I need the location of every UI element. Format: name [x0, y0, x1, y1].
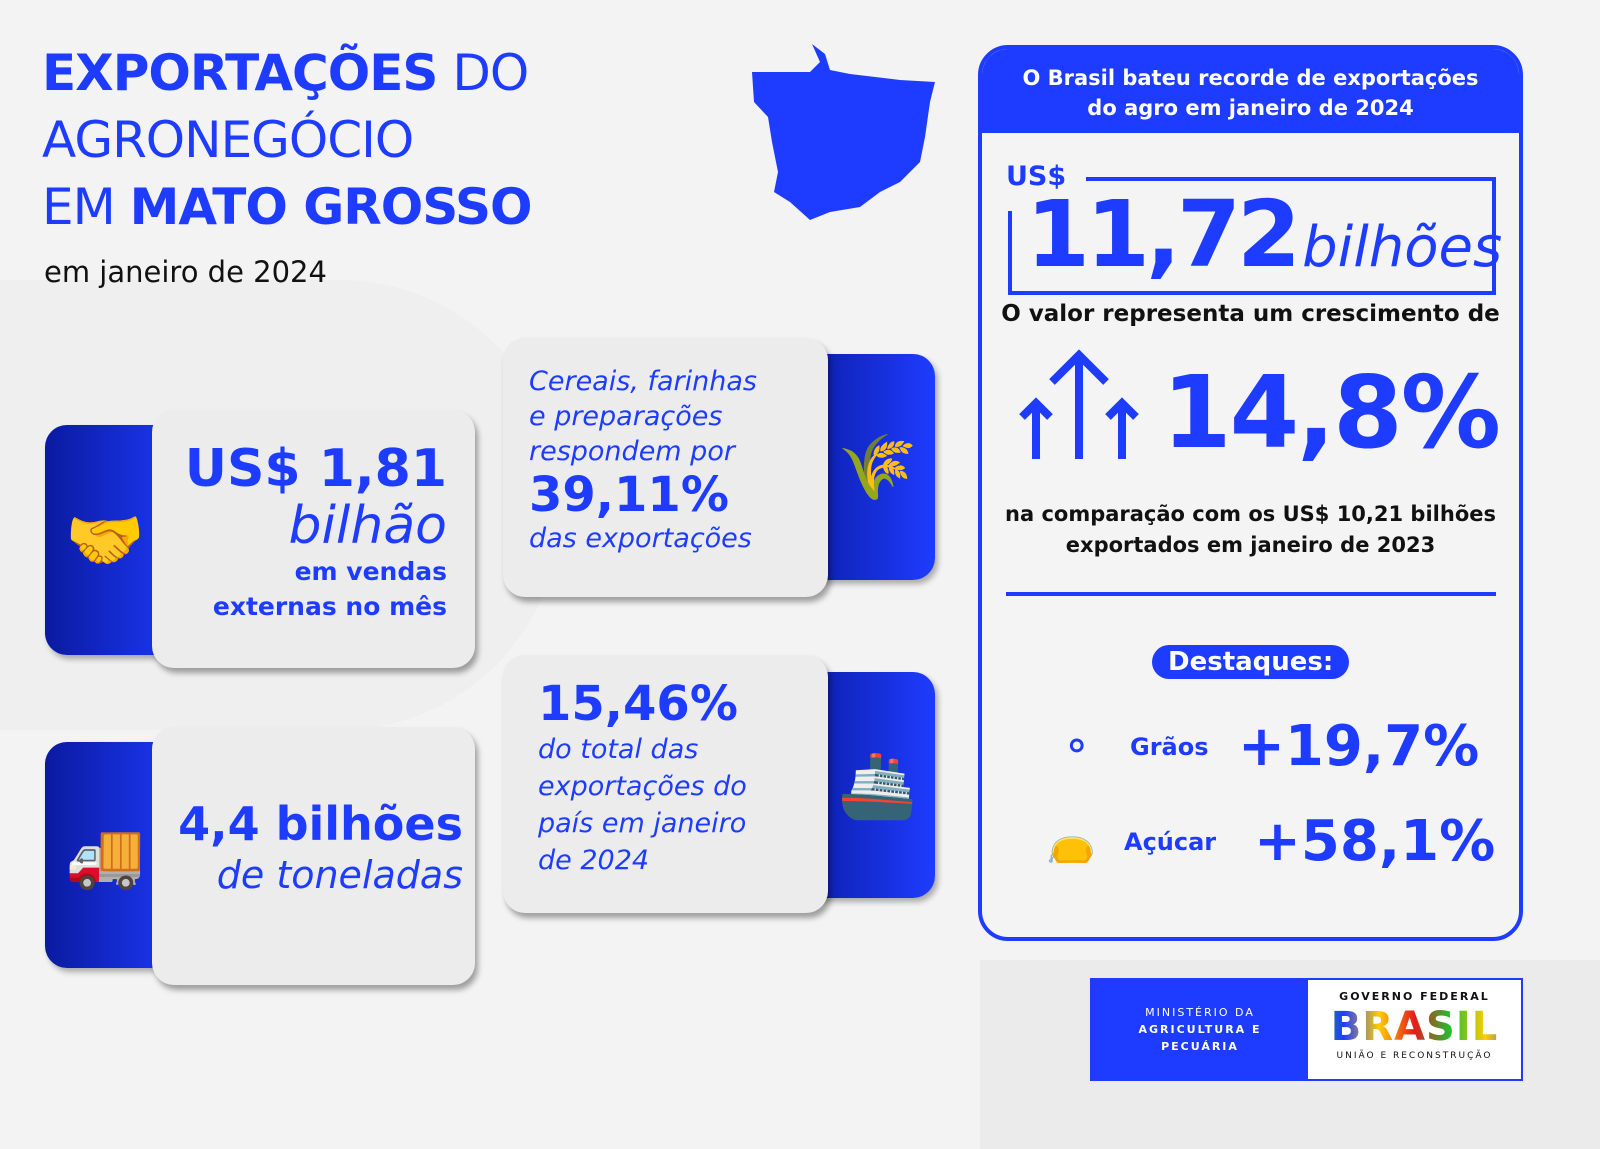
divider — [1086, 177, 1496, 181]
currency-label: US$ — [1006, 161, 1067, 192]
page-title: EXPORTAÇÕES DO AGRONEGÓCIO EM MATO GROSS… — [42, 40, 533, 241]
sales-card: US$ 1,81 bilhão em vendas externas no mê… — [152, 410, 475, 668]
cereals-text: Cereais, farinhas — [529, 366, 757, 397]
share-text: país em janeiro — [538, 808, 747, 839]
ministry-text: AGRICULTURA E — [1138, 1023, 1262, 1036]
ship-icon: 🚢 — [837, 748, 918, 823]
brasil-wordmark: BRASIL — [1308, 1003, 1521, 1051]
wheat-icon: 🌾 — [837, 430, 918, 505]
title-line2: AGRONEGÓCIO — [42, 111, 414, 169]
grains-icon: ⚬ — [1060, 723, 1094, 770]
panel-header-line: O Brasil bateu recorde de exportações — [1022, 66, 1479, 90]
ministry-text: PECUÁRIA — [1161, 1040, 1239, 1053]
share-text: exportações do — [538, 771, 747, 802]
panel-header: O Brasil bateu recorde de exportações do… — [982, 49, 1519, 133]
cereals-text: e preparações — [529, 401, 723, 432]
title-light: DO — [452, 44, 529, 102]
comparison-line: na comparação com os US$ 10,21 bilhões — [1005, 502, 1496, 526]
highlight-value: +58,1% — [1254, 809, 1496, 874]
total-value: 11,72 bilhões — [1026, 181, 1502, 288]
divider — [1008, 291, 1496, 295]
share-card: 15,46% do total das exportações do país … — [503, 655, 828, 913]
growth-intro: O valor representa um crescimento de — [1001, 301, 1500, 327]
highlight-row: ⚬ Grãos +19,7% — [1060, 714, 1479, 779]
share-value: 15,46% — [538, 676, 738, 732]
title-light: EM — [42, 178, 116, 236]
tonnes-value: 4,4 bilhões — [178, 797, 463, 851]
mato-grosso-map-icon — [752, 44, 935, 220]
panel-header-line: do agro em janeiro de 2024 — [1087, 96, 1414, 120]
title-bold: MATO GROSSO — [129, 178, 533, 236]
title-bold: EXPORTAÇÕES — [42, 44, 438, 102]
cereals-text: das exportações — [529, 523, 752, 554]
divider — [1008, 211, 1012, 295]
tonnes-unit: de toneladas — [216, 853, 463, 897]
government-logo: MINISTÉRIO DA AGRICULTURA E PECUÁRIA GOV… — [1090, 978, 1523, 1081]
gov-text: GOVERNO FEDERAL — [1339, 990, 1490, 1003]
sugar-sack-icon: 👝 — [1046, 819, 1096, 865]
slogan-text: UNIÃO E RECONSTRUÇÃO — [1336, 1051, 1493, 1061]
share-text: de 2024 — [538, 845, 650, 876]
divider — [1492, 177, 1496, 295]
up-arrows-icon — [1019, 349, 1139, 459]
divider — [1006, 592, 1496, 596]
governo-federal-logo: GOVERNO FEDERAL BRASIL UNIÃO E RECONSTRU… — [1308, 980, 1521, 1079]
truck-icon: 🚚 — [65, 818, 145, 893]
highlights-badge: Destaques: — [1152, 645, 1350, 679]
highlight-label: Açúcar — [1124, 827, 1217, 856]
sales-desc: externas no mês — [212, 592, 447, 621]
highlight-row: 👝 Açúcar +58,1% — [1046, 809, 1495, 874]
cereals-value: 39,11% — [529, 467, 729, 523]
comparison-text: na comparação com os US$ 10,21 bilhões e… — [982, 499, 1519, 561]
ministry-logo: MINISTÉRIO DA AGRICULTURA E PECUÁRIA — [1092, 980, 1308, 1079]
highlight-label: Grãos — [1130, 732, 1209, 761]
sales-value: US$ 1,81 — [184, 439, 447, 499]
total-number: 11,72 — [1026, 181, 1301, 288]
subtitle: em janeiro de 2024 — [44, 255, 327, 289]
comparison-line: exportados em janeiro de 2023 — [1065, 533, 1436, 557]
handshake-icon: 🤝 — [65, 503, 145, 578]
sales-unit: bilhão — [288, 496, 447, 556]
record-panel: O Brasil bateu recorde de exportações do… — [978, 45, 1523, 941]
share-text: do total das — [538, 734, 699, 765]
ministry-text: MINISTÉRIO DA — [1145, 1006, 1255, 1019]
highlight-value: +19,7% — [1238, 714, 1480, 779]
tonnes-card: 4,4 bilhões de toneladas — [152, 727, 475, 985]
growth-value: 14,8% — [1162, 354, 1501, 471]
cereals-text: respondem por — [529, 436, 735, 467]
total-unit: bilhões — [1302, 215, 1503, 280]
sales-desc: em vendas — [294, 557, 447, 586]
cereals-card: Cereais, farinhas e preparações responde… — [503, 338, 828, 597]
